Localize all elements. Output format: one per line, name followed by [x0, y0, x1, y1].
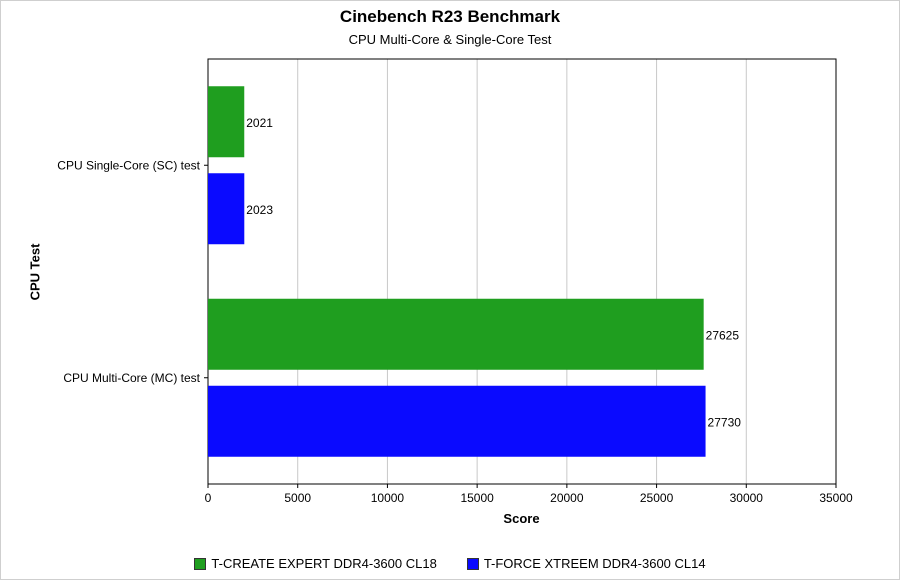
x-tick-label: 35000	[819, 491, 853, 505]
bar	[208, 385, 706, 457]
x-tick-label: 5000	[284, 491, 311, 505]
chart-subtitle: CPU Multi-Core & Single-Core Test	[348, 32, 552, 47]
legend-label-t-create: T-CREATE EXPERT DDR4-3600 CL18	[211, 556, 437, 571]
category-label: CPU Single-Core (SC) test	[57, 158, 200, 172]
plot-area	[207, 58, 837, 485]
category-label: CPU Multi-Core (MC) test	[63, 371, 200, 385]
x-tick-label: 15000	[460, 491, 494, 505]
x-tick-label: 30000	[730, 491, 764, 505]
chart-title: Cinebench R23 Benchmark	[339, 7, 561, 26]
legend: T-CREATE EXPERT DDR4-3600 CL18 T-FORCE X…	[0, 556, 900, 571]
data-label: 2021	[246, 116, 273, 130]
x-tick-label: 20000	[550, 491, 584, 505]
x-tick-label: 10000	[371, 491, 405, 505]
data-label: 27625	[706, 328, 740, 342]
bar	[208, 173, 245, 245]
x-tick-label: 0	[205, 491, 212, 505]
legend-label-t-force: T-FORCE XTREEM DDR4-3600 CL14	[483, 556, 706, 571]
legend-swatch-t-create	[194, 557, 207, 570]
x-tick-label: 25000	[640, 491, 674, 505]
legend-item-t-force: T-FORCE XTREEM DDR4-3600 CL14	[466, 556, 706, 571]
data-label: 27730	[708, 415, 742, 429]
x-axis-label: Score	[503, 511, 540, 526]
bar	[208, 298, 704, 370]
legend-item-t-create: T-CREATE EXPERT DDR4-3600 CL18	[194, 556, 437, 571]
data-label: 2023	[246, 203, 273, 217]
legend-swatch-t-force	[466, 557, 479, 570]
bar	[208, 86, 245, 158]
